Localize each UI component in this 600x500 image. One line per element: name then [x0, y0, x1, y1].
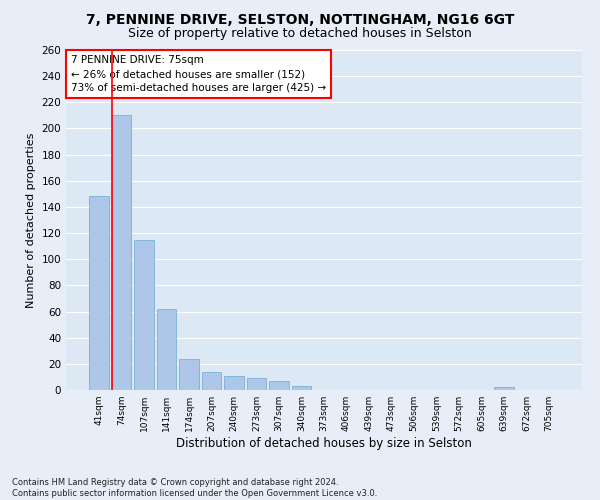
Bar — [157, 309, 176, 390]
Bar — [179, 358, 199, 390]
Text: Contains HM Land Registry data © Crown copyright and database right 2024.
Contai: Contains HM Land Registry data © Crown c… — [12, 478, 377, 498]
Bar — [292, 386, 311, 390]
Bar — [224, 376, 244, 390]
Bar — [494, 388, 514, 390]
Y-axis label: Number of detached properties: Number of detached properties — [26, 132, 36, 308]
Text: 7, PENNINE DRIVE, SELSTON, NOTTINGHAM, NG16 6GT: 7, PENNINE DRIVE, SELSTON, NOTTINGHAM, N… — [86, 12, 514, 26]
Bar — [247, 378, 266, 390]
Text: Size of property relative to detached houses in Selston: Size of property relative to detached ho… — [128, 28, 472, 40]
Bar — [89, 196, 109, 390]
Bar — [134, 240, 154, 390]
Bar — [112, 116, 131, 390]
Bar — [269, 381, 289, 390]
Text: 7 PENNINE DRIVE: 75sqm
← 26% of detached houses are smaller (152)
73% of semi-de: 7 PENNINE DRIVE: 75sqm ← 26% of detached… — [71, 55, 326, 93]
Bar — [202, 372, 221, 390]
X-axis label: Distribution of detached houses by size in Selston: Distribution of detached houses by size … — [176, 437, 472, 450]
